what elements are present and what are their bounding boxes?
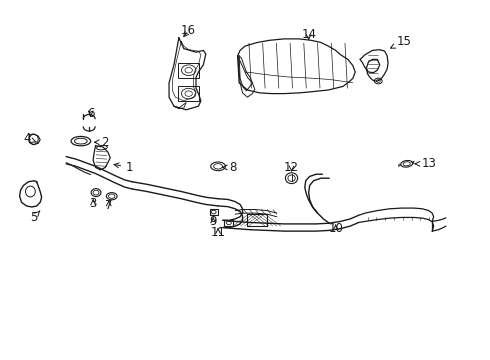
Bar xyxy=(178,63,199,78)
Text: 7: 7 xyxy=(105,199,113,212)
Bar xyxy=(210,209,218,215)
Text: 14: 14 xyxy=(301,28,316,41)
Text: 6: 6 xyxy=(87,107,95,120)
Bar xyxy=(178,86,199,101)
Text: 1: 1 xyxy=(114,161,134,174)
Text: 15: 15 xyxy=(391,35,412,48)
Text: 5: 5 xyxy=(29,211,40,224)
Text: 11: 11 xyxy=(211,226,225,239)
Text: 4: 4 xyxy=(23,132,36,145)
Text: 3: 3 xyxy=(89,197,97,210)
Text: 10: 10 xyxy=(328,222,343,235)
Text: 16: 16 xyxy=(181,24,196,37)
Text: 9: 9 xyxy=(209,215,217,228)
Text: 2: 2 xyxy=(95,136,109,149)
Bar xyxy=(224,220,233,226)
Text: 12: 12 xyxy=(284,161,299,174)
Text: 8: 8 xyxy=(222,161,237,174)
Text: 13: 13 xyxy=(415,157,436,170)
